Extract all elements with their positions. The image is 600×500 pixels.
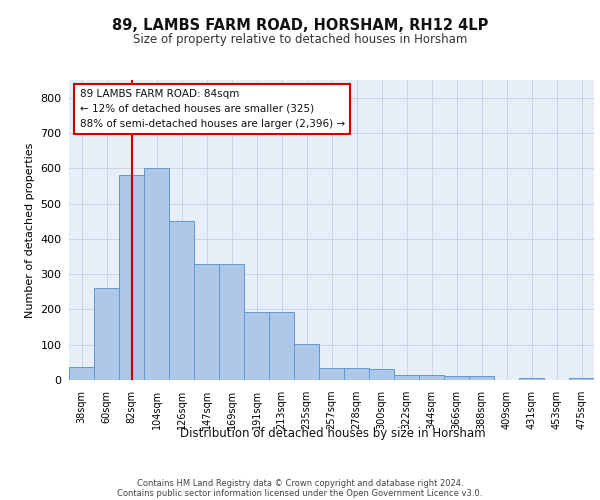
Bar: [119, 176, 144, 380]
Bar: [169, 221, 194, 380]
Bar: [319, 368, 344, 380]
Bar: [469, 376, 494, 380]
Text: 89 LAMBS FARM ROAD: 84sqm
← 12% of detached houses are smaller (325)
88% of semi: 89 LAMBS FARM ROAD: 84sqm ← 12% of detac…: [79, 89, 344, 128]
Bar: [269, 312, 294, 380]
Bar: [69, 366, 94, 380]
Text: Contains HM Land Registry data © Crown copyright and database right 2024.: Contains HM Land Registry data © Crown c…: [137, 478, 463, 488]
Bar: [519, 378, 544, 380]
Text: Distribution of detached houses by size in Horsham: Distribution of detached houses by size …: [180, 428, 486, 440]
Text: Contains public sector information licensed under the Open Government Licence v3: Contains public sector information licen…: [118, 488, 482, 498]
Bar: [444, 376, 469, 380]
Bar: [194, 264, 219, 380]
Bar: [419, 374, 444, 380]
Y-axis label: Number of detached properties: Number of detached properties: [25, 142, 35, 318]
Bar: [394, 374, 419, 380]
Bar: [244, 312, 269, 380]
Bar: [369, 370, 394, 380]
Bar: [569, 378, 594, 380]
Text: 89, LAMBS FARM ROAD, HORSHAM, RH12 4LP: 89, LAMBS FARM ROAD, HORSHAM, RH12 4LP: [112, 18, 488, 32]
Text: Size of property relative to detached houses in Horsham: Size of property relative to detached ho…: [133, 32, 467, 46]
Bar: [219, 264, 244, 380]
Bar: [144, 168, 169, 380]
Bar: [344, 368, 369, 380]
Bar: [94, 288, 119, 380]
Bar: [294, 344, 319, 380]
